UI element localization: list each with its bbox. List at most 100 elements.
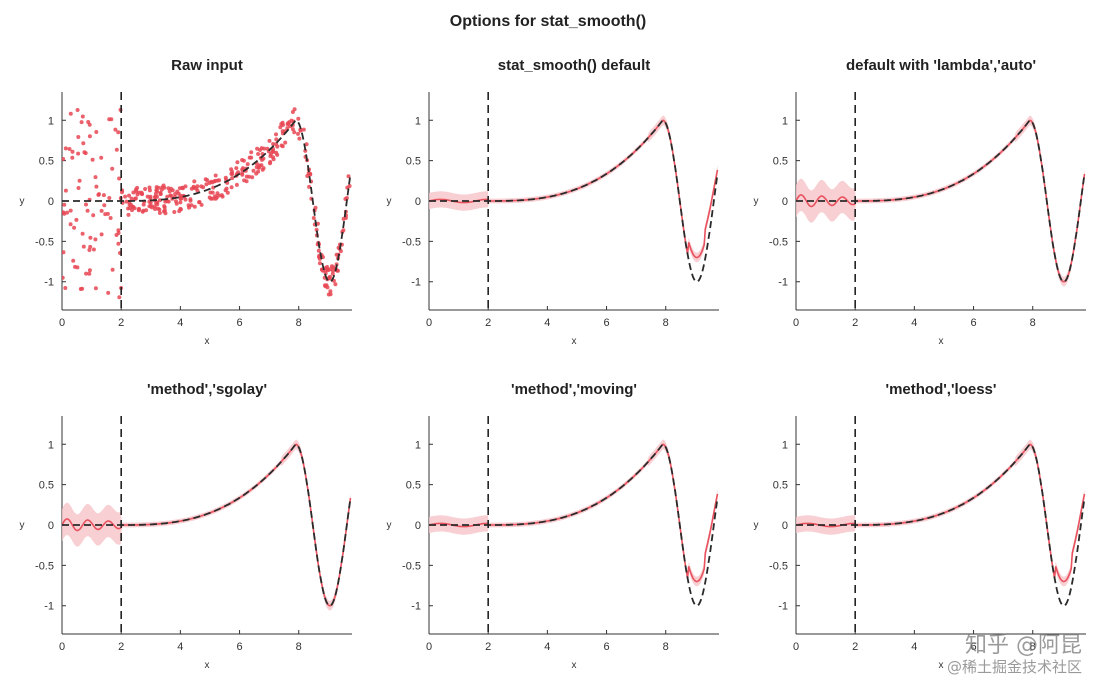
data-point: [147, 188, 152, 193]
data-point: [230, 172, 235, 176]
data-point: [341, 216, 346, 221]
data-point: [71, 258, 76, 263]
x-tick-label: 0: [426, 317, 432, 329]
data-point: [62, 202, 67, 207]
data-point: [88, 244, 93, 249]
data-point: [70, 155, 75, 160]
x-tick-label: 4: [544, 641, 550, 653]
data-point: [186, 203, 191, 208]
data-point: [87, 248, 92, 252]
data-point: [76, 151, 81, 156]
true-curve: [62, 119, 352, 283]
data-point: [180, 186, 185, 191]
data-point: [149, 203, 153, 208]
data-point: [148, 196, 153, 201]
data-point: [317, 261, 322, 266]
x-tick-label: 4: [911, 641, 917, 653]
x-tick-label: 6: [970, 317, 976, 329]
data-point: [63, 188, 68, 193]
data-point: [110, 166, 115, 171]
data-point: [229, 185, 234, 190]
data-point: [161, 183, 166, 188]
data-point: [84, 271, 89, 276]
data-point: [275, 144, 280, 149]
data-point: [333, 282, 338, 287]
data-point: [76, 186, 81, 190]
data-point: [99, 208, 104, 213]
data-point: [285, 122, 290, 127]
data-point: [213, 173, 218, 178]
data-point: [97, 192, 101, 197]
x-axis-label: x: [205, 336, 210, 347]
data-point: [220, 194, 225, 199]
data-point: [204, 182, 209, 187]
data-point: [137, 207, 142, 212]
data-point: [307, 184, 312, 189]
data-point: [140, 191, 145, 196]
data-point: [256, 152, 261, 156]
data-point: [292, 130, 297, 135]
data-point: [250, 175, 255, 180]
data-point: [132, 197, 137, 201]
data-point: [188, 197, 193, 202]
y-tick-label: 0: [415, 520, 421, 532]
data-point: [279, 143, 284, 148]
data-point: [197, 200, 202, 204]
x-tick-label: 0: [793, 317, 799, 329]
data-point: [199, 202, 204, 207]
plot-area: [796, 439, 1086, 607]
data-point: [87, 122, 92, 127]
chart-panel: default with 'lambda','auto' 0 2 4 6 8 -1 -0.5 0…: [754, 57, 1086, 347]
y-tick-label: -0.5: [35, 560, 54, 572]
data-point: [67, 147, 72, 151]
data-point: [281, 123, 285, 127]
plot-area: [796, 115, 1086, 287]
data-point: [178, 200, 183, 205]
x-tick-label: 6: [236, 317, 242, 329]
data-point: [116, 241, 121, 246]
chart-panel: stat_smooth() default 0 2 4 6 8 -1 -0.5 0 0.5 1 x y: [387, 57, 719, 347]
y-axis-label: y: [387, 520, 392, 531]
data-point: [241, 166, 245, 171]
y-tick-label: -1: [411, 277, 421, 289]
data-point: [209, 196, 213, 201]
y-tick-label: -0.5: [769, 560, 788, 572]
plot-area: [429, 439, 719, 607]
data-point: [175, 189, 180, 194]
data-point: [87, 134, 92, 139]
data-point: [153, 207, 157, 211]
data-point: [62, 275, 65, 280]
true-curve: [429, 119, 719, 283]
data-point: [245, 162, 250, 167]
x-tick-label: 0: [793, 641, 799, 653]
x-tick-label: 0: [59, 641, 65, 653]
data-point: [108, 216, 113, 220]
data-point: [326, 292, 331, 297]
y-tick-label: -0.5: [402, 560, 421, 572]
x-tick-label: 8: [296, 317, 302, 329]
data-point: [303, 148, 308, 153]
data-point: [81, 141, 86, 146]
data-point: [334, 252, 339, 257]
x-tick-label: 2: [118, 317, 124, 329]
data-point: [278, 125, 283, 130]
data-point: [84, 202, 88, 207]
data-point: [82, 150, 87, 155]
data-point: [166, 199, 171, 204]
x-tick-label: 6: [603, 317, 609, 329]
x-axis-label: x: [939, 660, 944, 671]
data-point: [75, 108, 80, 112]
data-point: [289, 118, 294, 123]
plot-area: [62, 107, 352, 300]
data-point: [297, 136, 302, 141]
data-point: [311, 216, 316, 220]
data-point: [80, 231, 85, 236]
data-point: [260, 167, 265, 172]
data-point: [113, 127, 118, 132]
data-point: [87, 268, 92, 273]
x-tick-label: 8: [1030, 641, 1036, 653]
confidence-band: [796, 439, 1085, 587]
data-point: [256, 165, 261, 170]
data-point: [168, 193, 173, 198]
data-point: [72, 225, 77, 230]
